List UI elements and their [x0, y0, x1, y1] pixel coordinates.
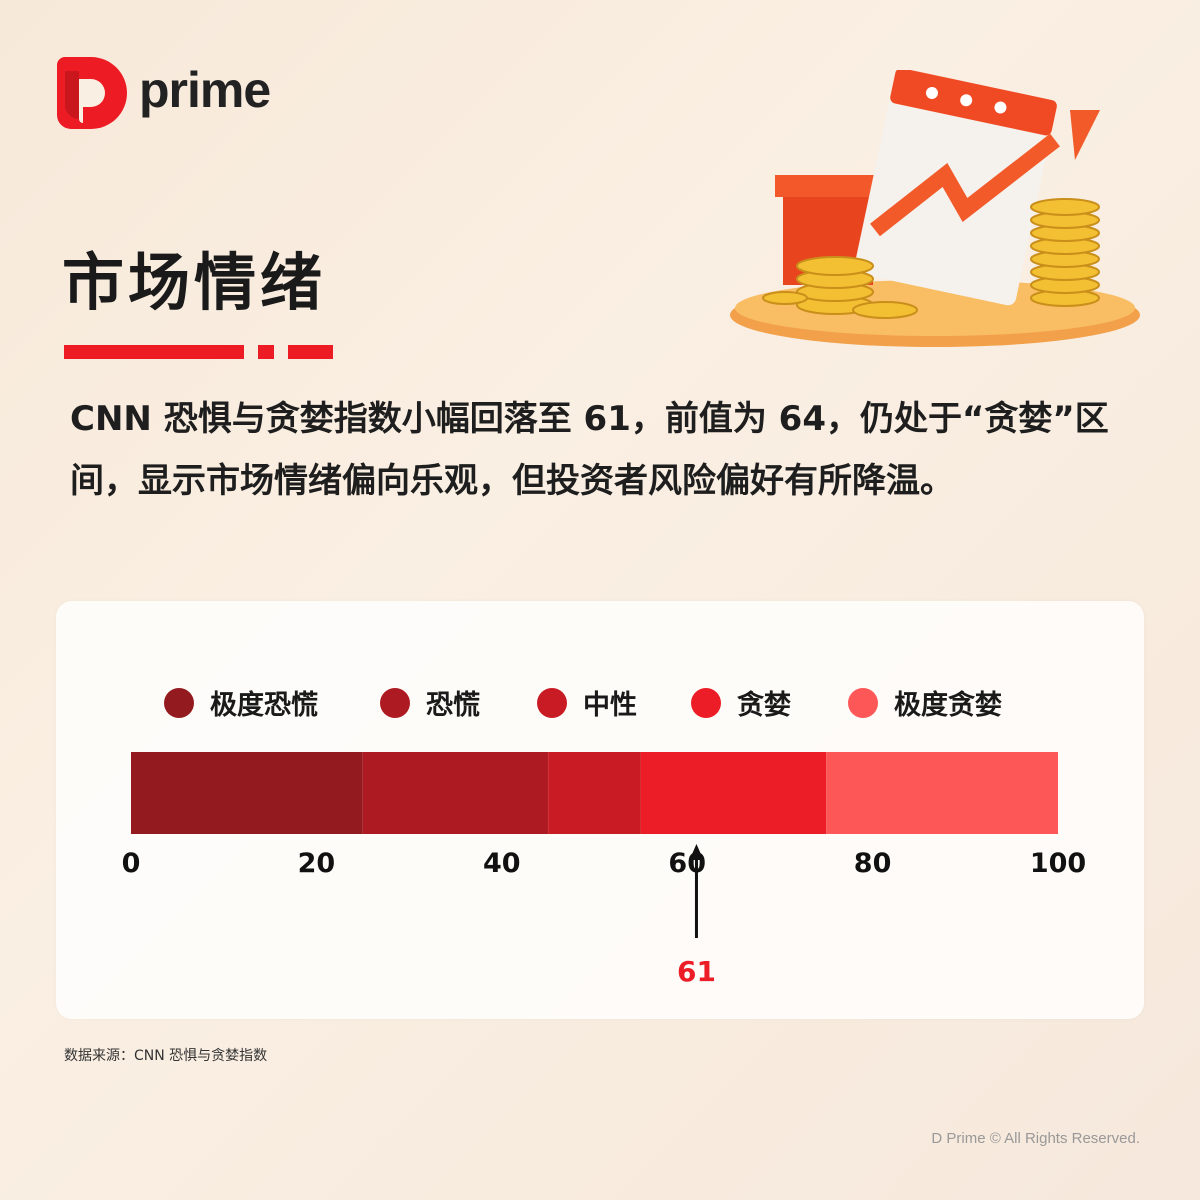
segment-1 [362, 752, 549, 834]
legend-label: 中性 [583, 690, 637, 721]
title-underline-dot [258, 345, 274, 359]
indicator-value: 61 [677, 955, 716, 988]
legend-item: 贪婪 [691, 683, 791, 722]
d-logo-icon [57, 57, 127, 129]
tick-label: 40 [483, 848, 521, 879]
legend-dot-icon [848, 687, 878, 718]
title-underline [64, 345, 244, 359]
legend-label: 贪婪 [737, 690, 791, 721]
legend-label: 极度贪婪 [894, 690, 1002, 721]
tick-label: 20 [298, 848, 336, 879]
data-source: 数据来源：CNN 恐惧与贪婪指数 [64, 1048, 268, 1064]
copyright: D Prime © All Rights Reserved. [931, 1130, 1140, 1147]
brand-logo: prime [57, 57, 271, 129]
legend-item: 极度贪婪 [848, 683, 1002, 722]
legend-label: 极度恐慌 [210, 690, 318, 721]
growth-illustration [730, 70, 1140, 347]
legend-item: 恐慌 [380, 683, 480, 722]
tick-label: 80 [854, 848, 892, 879]
fear-greed-gauge: 0 20 40 60 80 100 61 [122, 752, 1086, 988]
tick-label: 60 [668, 848, 706, 879]
legend-item: 中性 [537, 683, 637, 722]
summary-text: CNN 恐惧与贪婪指数小幅回落至 61，前值为 64，仍处于“贪婪”区间，显示市… [70, 399, 1109, 501]
indicator-arrow-icon [689, 844, 704, 860]
legend-dot-icon [164, 687, 194, 718]
segment-0 [131, 752, 363, 834]
legend-item: 极度恐慌 [164, 683, 318, 722]
segment-3 [640, 752, 827, 834]
page-title: 市场情绪 [62, 246, 327, 319]
legend-dot-icon [691, 687, 721, 718]
segment-2 [548, 752, 641, 834]
segment-4 [826, 752, 1058, 834]
brand-wordmark: prime [139, 62, 271, 118]
legend-dot-icon [380, 687, 410, 718]
chart-legend: 极度恐慌 恐慌 中性 贪婪 极度贪婪 [0, 680, 1200, 722]
legend-label: 恐慌 [426, 690, 480, 721]
tick-label: 100 [1030, 848, 1086, 879]
legend-dot-icon [537, 687, 567, 718]
title-underline-dash [288, 345, 333, 359]
tick-label: 0 [122, 848, 141, 879]
